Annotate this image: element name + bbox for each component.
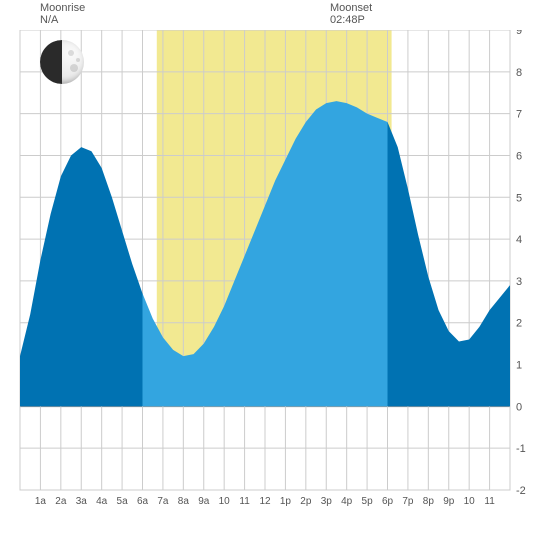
- x-tick-label: 10: [464, 496, 476, 507]
- tide-chart-container: Moonrise N/A Moonset 02:48P -2-101234567…: [0, 0, 550, 550]
- y-tick-label: 5: [516, 192, 522, 204]
- y-tick-label: 7: [516, 109, 522, 121]
- x-tick-label: 9p: [443, 496, 455, 507]
- x-tick-label: 10: [219, 496, 231, 507]
- y-tick-label: 1: [516, 360, 522, 372]
- x-tick-label: 5a: [117, 496, 129, 507]
- y-tick-label: 9: [516, 30, 522, 37]
- x-tick-label: 2a: [55, 496, 67, 507]
- x-tick-label: 12: [259, 496, 271, 507]
- moonset-label: Moonset: [330, 2, 372, 14]
- moonrise-label: Moonrise: [40, 2, 85, 14]
- x-tick-label: 8a: [178, 496, 190, 507]
- tide-chart-svg: -2-10123456789 1a2a3a4a5a6a7a8a9a1011121…: [10, 30, 530, 510]
- y-tick-label: -2: [516, 485, 526, 497]
- moon-crater: [68, 50, 74, 56]
- y-tick-label: 3: [516, 276, 522, 288]
- x-tick-label: 4a: [96, 496, 108, 507]
- x-tick-label: 1a: [35, 496, 47, 507]
- x-tick-label: 8p: [423, 496, 435, 507]
- x-tick-label: 9a: [198, 496, 210, 507]
- moonrise-header: Moonrise N/A: [40, 2, 85, 26]
- chart-area: -2-10123456789 1a2a3a4a5a6a7a8a9a1011121…: [10, 30, 530, 510]
- y-tick-label: 6: [516, 150, 522, 162]
- x-tick-label: 11: [484, 496, 495, 507]
- moon-crater: [76, 58, 80, 62]
- x-tick-label: 1p: [280, 496, 292, 507]
- moonset-value: 02:48P: [330, 14, 372, 26]
- moon-phase-icon: [40, 40, 84, 84]
- x-tick-label: 7p: [402, 496, 414, 507]
- x-tick-label: 6p: [382, 496, 394, 507]
- x-tick-label: 2p: [300, 496, 312, 507]
- y-tick-label: -1: [516, 443, 526, 455]
- y-tick-label: 0: [516, 401, 522, 413]
- x-tick-label: 3p: [321, 496, 333, 507]
- moon-crater: [70, 64, 78, 72]
- x-tick-label: 4p: [341, 496, 353, 507]
- moonrise-value: N/A: [40, 14, 85, 26]
- x-tick-label: 7a: [157, 496, 169, 507]
- y-tick-label: 8: [516, 67, 522, 79]
- x-tick-label: 3a: [76, 496, 88, 507]
- y-tick-label: 4: [516, 234, 522, 246]
- tide-area-night1: [20, 147, 143, 406]
- x-tick-label: 5p: [362, 496, 374, 507]
- moonset-header: Moonset 02:48P: [330, 2, 372, 26]
- x-tick-label: 6a: [137, 496, 149, 507]
- x-tick-label: 11: [239, 496, 250, 507]
- y-tick-label: 2: [516, 318, 522, 330]
